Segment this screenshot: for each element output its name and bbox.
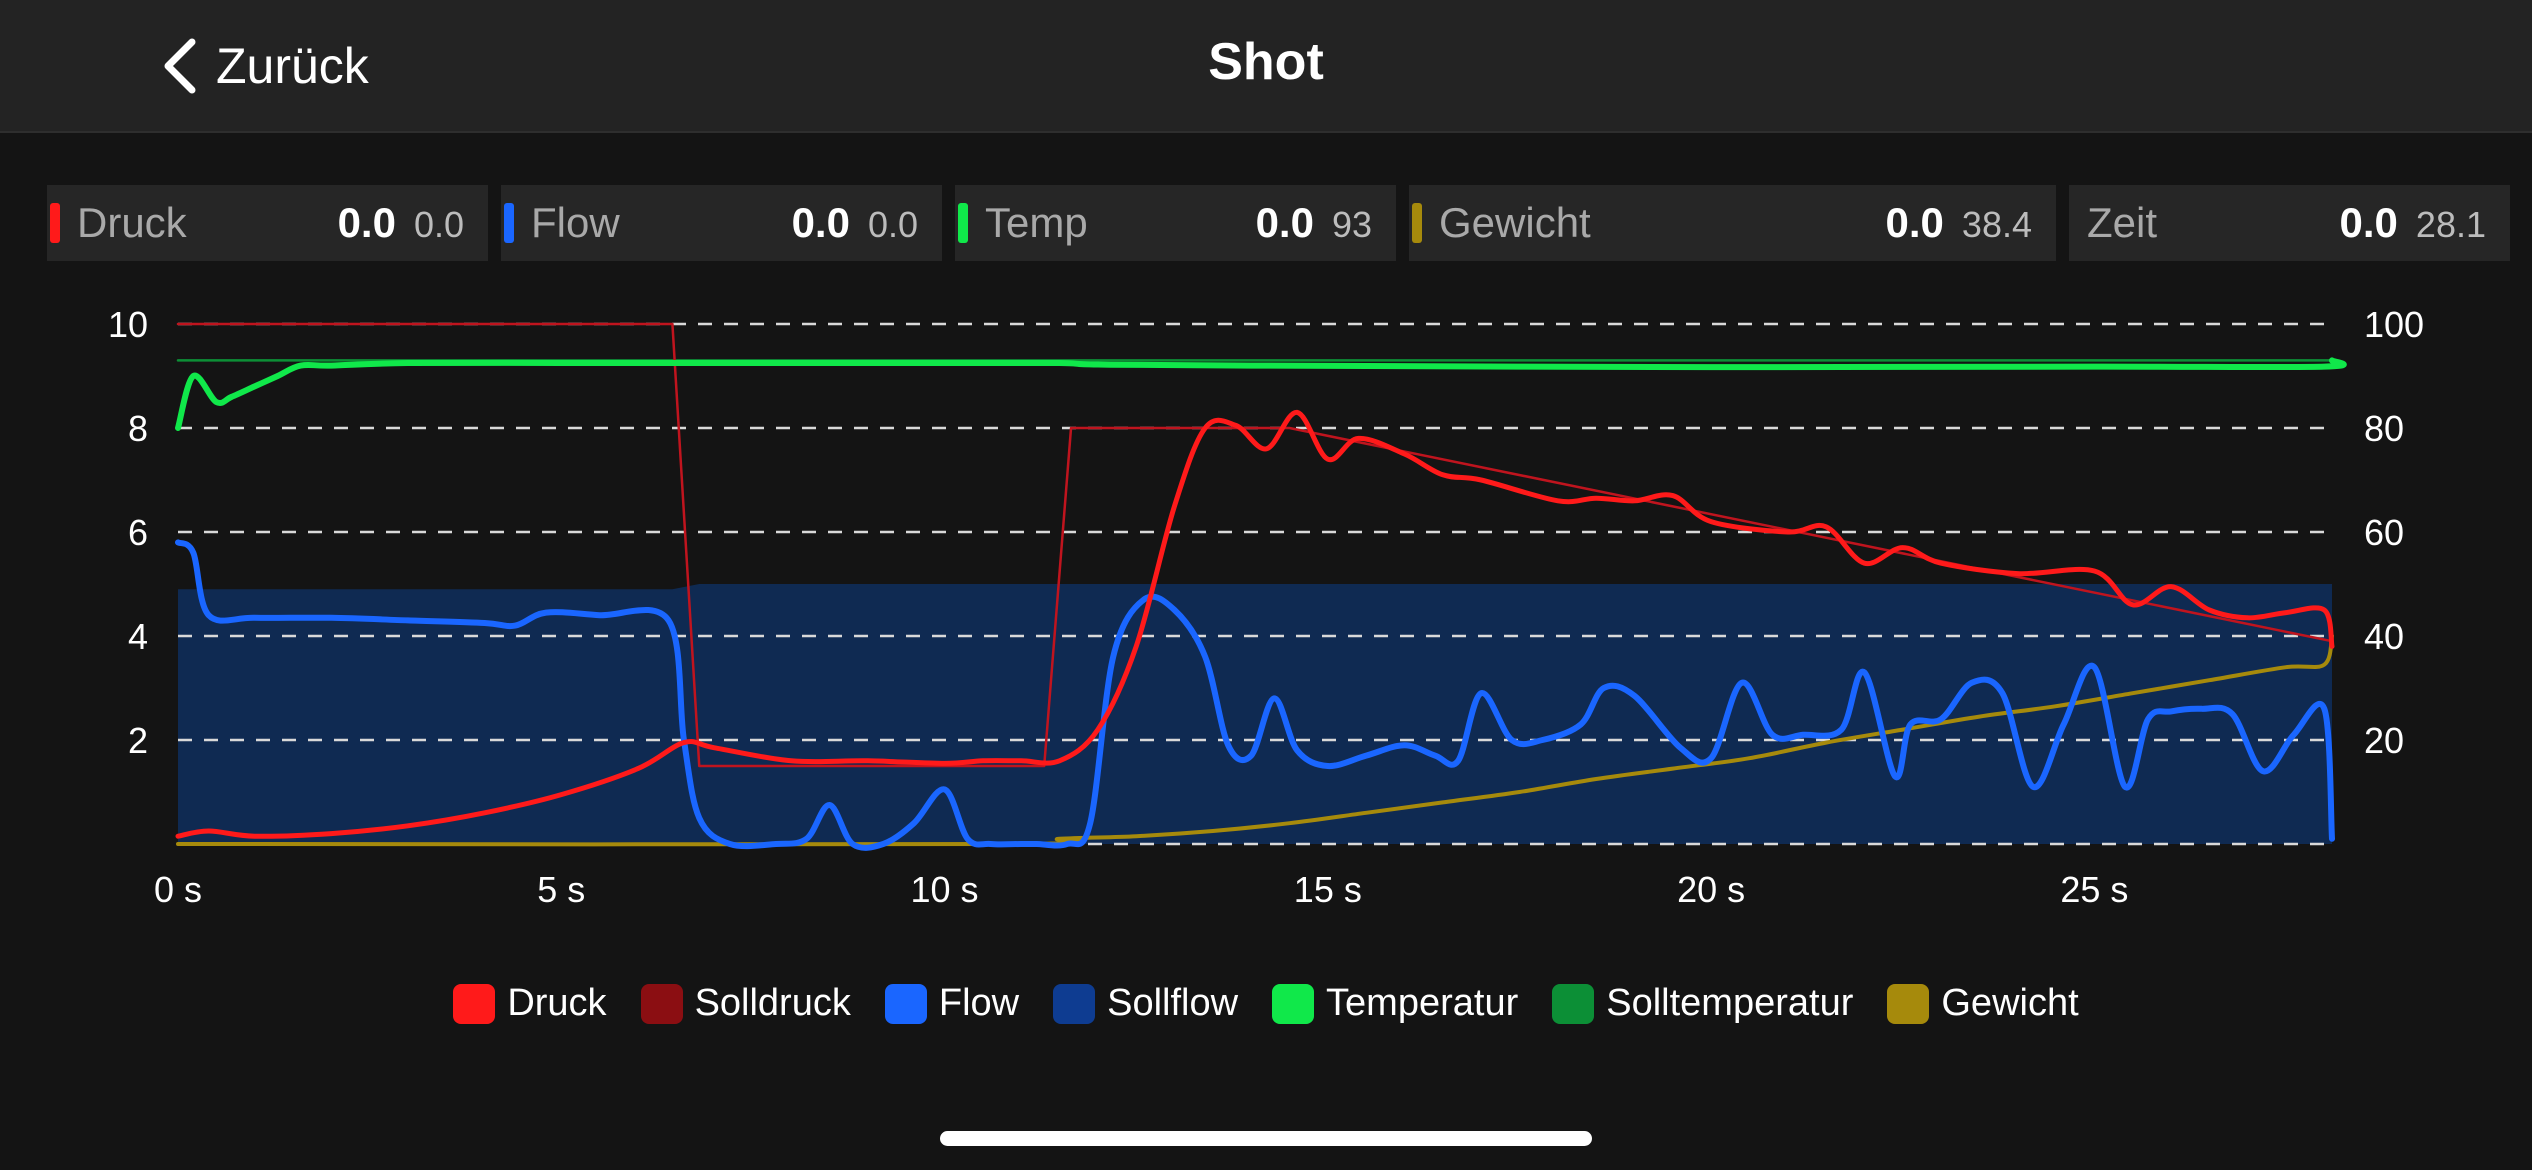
- legend-label: Solltemperatur: [1606, 982, 1854, 1024]
- metric-label: Flow: [531, 199, 620, 246]
- y-tick-label-left: 4: [128, 616, 148, 657]
- metric-druck: Druck 0.0 0.0: [47, 185, 488, 261]
- metric-color-bar: [958, 203, 968, 243]
- metric-label: Zeit: [2087, 199, 2158, 246]
- metric-value: 0.0: [791, 199, 850, 246]
- back-label: Zurück: [216, 38, 369, 94]
- metric-temp: Temp 0.0 93: [955, 185, 1396, 261]
- legend-item-flow[interactable]: Flow: [884, 982, 1020, 1025]
- series-flow-line: [175, 539, 2335, 851]
- y-tick-label-right: 100: [2364, 304, 2424, 345]
- legend-label: Temperatur: [1326, 982, 1519, 1024]
- legend-item-temperatur[interactable]: Temperatur: [1272, 982, 1518, 1025]
- y-tick-label-right: 40: [2364, 616, 2404, 657]
- legend-swatch: [1552, 983, 1595, 1024]
- page-title: Shot: [1208, 33, 1324, 91]
- metric-zeit: Zeit 0.0 28.1: [2069, 185, 2510, 261]
- shot-chart[interactable]: 10 8 6 4 2 100 80 60 40 20 0 s 5 s 10 s 15 s 20 s 25 s: [0, 290, 2532, 950]
- legend-item-sollflow[interactable]: Sollflow: [1053, 982, 1238, 1025]
- x-tick-label: 25 s: [2060, 869, 2128, 910]
- metric-target: 38.4: [1961, 204, 2032, 245]
- metric-flow: Flow 0.0 0.0: [501, 185, 942, 261]
- y-tick-label-left: 10: [108, 304, 148, 345]
- navigation-bar: Zurück Shot: [0, 0, 2532, 133]
- legend-label: Gewicht: [1941, 982, 2079, 1024]
- legend-label: Sollflow: [1107, 982, 1239, 1024]
- y-tick-label-right: 60: [2364, 512, 2404, 553]
- y-tick-label-left: 6: [128, 512, 148, 553]
- metric-value: 0.0: [2339, 199, 2398, 246]
- y-tick-label-left: 2: [128, 720, 148, 761]
- legend-swatch: [1272, 983, 1315, 1024]
- legend-swatch: [453, 983, 496, 1024]
- metrics-bar: Druck 0.0 0.0 Flow 0.0 0.0 Temp 0.0 93 Gewi…: [47, 185, 2510, 261]
- y-tick-label-left: 8: [128, 408, 148, 449]
- legend-label: Solldruck: [694, 982, 851, 1024]
- metric-label: Druck: [77, 199, 187, 246]
- x-tick-label: 10 s: [911, 869, 979, 910]
- legend-label: Druck: [507, 982, 607, 1024]
- legend-swatch: [1887, 983, 1930, 1024]
- legend-item-solldruck[interactable]: Solldruck: [640, 982, 851, 1025]
- x-tick-label: 5 s: [537, 869, 585, 910]
- metric-value: 0.0: [1255, 199, 1314, 246]
- legend-item-gewicht[interactable]: Gewicht: [1887, 982, 2079, 1025]
- back-button[interactable]: Zurück: [160, 28, 369, 104]
- x-tick-label: 20 s: [1677, 869, 1745, 910]
- metric-label: Temp: [985, 199, 1088, 246]
- metric-color-bar: [504, 203, 514, 243]
- series-temperatur-line: [175, 357, 2347, 431]
- y-tick-label-right: 80: [2364, 408, 2404, 449]
- metric-color-bar: [50, 203, 60, 243]
- metric-target: 0.0: [867, 204, 918, 245]
- x-tick-label: 15 s: [1294, 869, 1362, 910]
- metric-gewicht: Gewicht 0.0 38.4: [1409, 185, 2056, 261]
- y-tick-label-right: 20: [2364, 720, 2404, 761]
- series-sollflow-area: [178, 584, 2332, 844]
- legend-swatch: [640, 983, 683, 1024]
- x-tick-label: 0 s: [154, 869, 202, 910]
- metric-target: 93: [1331, 204, 1372, 245]
- legend-item-druck[interactable]: Druck: [453, 982, 607, 1025]
- metric-value: 0.0: [337, 199, 396, 246]
- series-druck-line: [175, 409, 2335, 839]
- legend-swatch: [884, 983, 927, 1024]
- metric-color-bar: [1412, 203, 1422, 243]
- metric-target: 0.0: [413, 204, 464, 245]
- legend-label: Flow: [938, 982, 1020, 1024]
- metric-target: 28.1: [2415, 204, 2486, 245]
- metric-value: 0.0: [1885, 199, 1944, 246]
- home-indicator: [940, 1131, 1592, 1146]
- chevron-left-icon: [160, 36, 198, 96]
- metric-label: Gewicht: [1439, 199, 1591, 246]
- legend-item-solltemperatur[interactable]: Solltemperatur: [1552, 982, 1853, 1025]
- legend-swatch: [1053, 983, 1096, 1024]
- series-solldruck-line: [176, 322, 2334, 768]
- chart-legend: Druck Solldruck Flow Sollflow Temperatur…: [0, 982, 2532, 1025]
